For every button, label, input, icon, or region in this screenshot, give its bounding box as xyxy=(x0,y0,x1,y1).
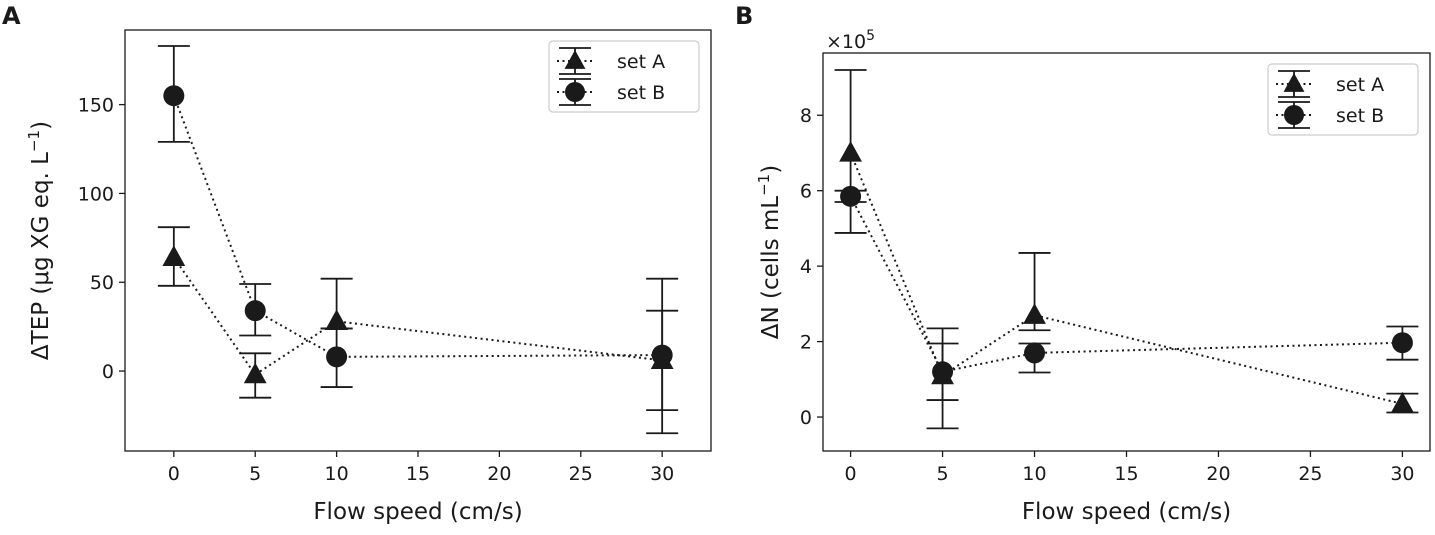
data-point-triangle xyxy=(243,362,267,384)
legend: set A set B xyxy=(1267,63,1419,136)
data-point-circle xyxy=(932,361,954,383)
x-tick-label: 10 xyxy=(1022,463,1046,485)
data-point-circle xyxy=(651,344,673,366)
x-tick-label: 10 xyxy=(325,463,349,485)
x-tick-label: 15 xyxy=(1114,463,1138,485)
x-tick-label: 0 xyxy=(845,463,857,485)
x-tick-label: 5 xyxy=(937,463,949,485)
legend-label: set B xyxy=(617,82,665,104)
data-point-circle xyxy=(840,185,862,207)
data-point-triangle xyxy=(325,309,349,330)
panel-letter: A xyxy=(2,2,21,30)
x-axis-label: Flow speed (cm/s) xyxy=(1022,499,1231,525)
x-tick-label: 20 xyxy=(487,463,511,485)
series-set-a xyxy=(157,226,679,412)
y-tick-label: 0 xyxy=(102,361,114,383)
y-axis-label: ΔTEP (μg XG eq. L−1) xyxy=(25,121,54,360)
data-point-circle xyxy=(1391,332,1413,354)
x-tick-label: 5 xyxy=(249,463,261,485)
legend-marker-triangle xyxy=(1283,73,1305,92)
legend-box xyxy=(1267,63,1419,136)
series-set-b xyxy=(157,45,679,435)
y-tick-label: 100 xyxy=(78,183,114,205)
y-tick-label: 0 xyxy=(800,407,812,429)
x-axis-label: Flow speed (cm/s) xyxy=(313,499,522,525)
y-tick-label: 50 xyxy=(90,272,114,294)
legend-marker-circle xyxy=(1284,105,1304,125)
data-point-triangle xyxy=(839,140,862,162)
y-tick-label: 8 xyxy=(800,105,812,127)
y-axis-label: ΔN (cells mL−1) xyxy=(755,165,784,339)
y-tick-label: 4 xyxy=(800,256,812,278)
data-point-circle xyxy=(244,300,266,322)
panel-a: A 0 5 10 15 20 25 30 0 50 100 150 Flow speed (cm/s) Δ… xyxy=(2,2,712,525)
x-tick-label: 30 xyxy=(650,463,674,485)
data-point-triangle xyxy=(1391,391,1414,413)
legend-label: set A xyxy=(1336,74,1384,96)
x-tick-label: 25 xyxy=(569,463,593,485)
y-tick-label: 6 xyxy=(800,181,812,203)
x-tick-label: 30 xyxy=(1390,463,1414,485)
series-line xyxy=(849,152,1403,405)
y-tick-label: 2 xyxy=(800,332,812,354)
data-point-circle xyxy=(326,346,348,368)
legend-label: set A xyxy=(617,51,665,73)
x-tick-label: 15 xyxy=(406,463,430,485)
data-point-circle xyxy=(163,85,185,107)
x-tick-label: 25 xyxy=(1298,463,1322,485)
panel-letter: B xyxy=(735,2,753,30)
y-tick-label: 150 xyxy=(78,95,114,117)
legend-label: set B xyxy=(1336,105,1384,127)
x-tick-label: 20 xyxy=(1206,463,1230,485)
x-tick-label: 0 xyxy=(168,463,180,485)
series-set-a xyxy=(834,69,1419,414)
panel-b: B 0 5 10 15 20 25 30 0 2 4 6 8 Flow speed (cm/s) ΔN (c… xyxy=(735,2,1431,525)
legend-marker-triangle xyxy=(564,50,586,69)
data-point-circle xyxy=(1024,342,1046,364)
series-set-b xyxy=(834,185,1419,430)
axis-scale-label: ×105 xyxy=(826,28,875,53)
data-point-triangle xyxy=(162,245,186,267)
legend-box xyxy=(548,40,700,113)
legend: set A set B xyxy=(548,40,700,113)
data-point-triangle xyxy=(1023,303,1046,324)
series-line xyxy=(172,95,663,358)
legend-marker-circle xyxy=(565,82,585,102)
series-line xyxy=(849,195,1403,373)
